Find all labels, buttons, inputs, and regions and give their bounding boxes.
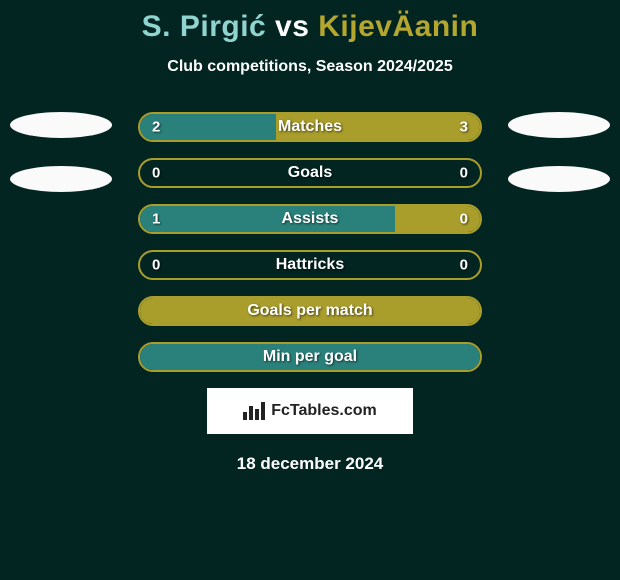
comparison-chart: 23Matches 00Goals 10Assists 00Hattricks Goal…: [0, 112, 620, 372]
date-line: 18 december 2024: [0, 454, 620, 474]
club-logo-right: [508, 166, 610, 192]
stat-row: 00Hattricks: [138, 250, 482, 280]
club-logos-left: [10, 112, 112, 220]
stat-label: Goals per match: [140, 302, 480, 320]
stat-row: Goals per match: [138, 296, 482, 326]
title-player1: S. Pirgić: [142, 10, 267, 43]
stat-label: Matches: [140, 118, 480, 136]
bar-chart-icon: [243, 402, 265, 420]
stat-row: 10Assists: [138, 204, 482, 234]
stat-label: Assists: [140, 210, 480, 228]
club-logo-left: [10, 166, 112, 192]
title-vs: vs: [266, 10, 318, 43]
title-player2: KijevÄanin: [318, 10, 478, 43]
stat-row: 23Matches: [138, 112, 482, 142]
subtitle: Club competitions, Season 2024/2025: [0, 58, 620, 76]
page-title: S. Pirgić vs KijevÄanin: [0, 0, 620, 44]
stat-bars: 23Matches 00Goals 10Assists 00Hattricks Goal…: [138, 112, 482, 372]
stat-row: 00Goals: [138, 158, 482, 188]
stat-label: Hattricks: [140, 256, 480, 274]
stat-row: Min per goal: [138, 342, 482, 372]
badge-text: FcTables.com: [271, 402, 377, 420]
club-logos-right: [508, 112, 610, 220]
stat-label: Goals: [140, 164, 480, 182]
fctables-badge: FcTables.com: [207, 388, 413, 434]
club-logo-left: [10, 112, 112, 138]
stat-label: Min per goal: [140, 348, 480, 366]
club-logo-right: [508, 112, 610, 138]
